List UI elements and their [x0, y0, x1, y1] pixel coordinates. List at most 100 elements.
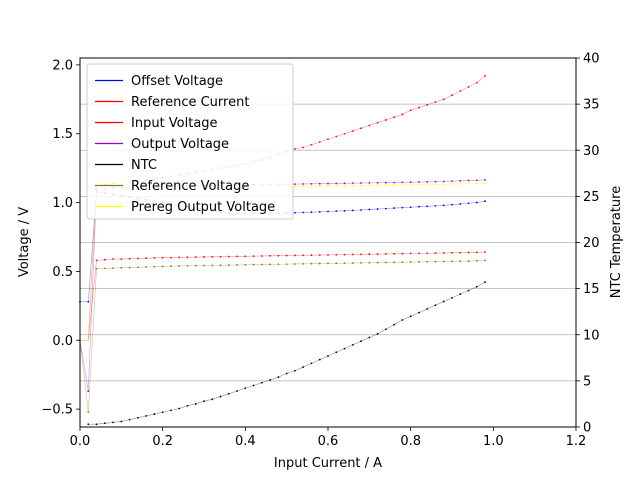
- data-point: [426, 252, 429, 255]
- y-right-tick-label: 40: [583, 52, 600, 67]
- data-point: [401, 261, 404, 264]
- data-point: [103, 422, 106, 425]
- data-point: [120, 258, 123, 260]
- data-point: [418, 252, 420, 255]
- data-point: [294, 183, 296, 186]
- data-point: [310, 254, 313, 257]
- data-point: [451, 183, 453, 185]
- data-point: [260, 381, 263, 384]
- data-point: [451, 203, 453, 206]
- data-point: [393, 184, 396, 186]
- y-axis-label-right: NTC Temperature: [609, 186, 624, 298]
- data-point: [384, 261, 387, 264]
- data-point: [343, 182, 346, 185]
- data-point: [252, 384, 255, 387]
- data-point: [475, 251, 478, 254]
- data-point: [393, 323, 396, 326]
- data-point: [376, 208, 379, 210]
- data-point: [459, 90, 462, 92]
- series-line: [79, 260, 486, 412]
- data-point: [484, 182, 486, 185]
- data-point: [384, 184, 387, 186]
- y-right-tick-label: 0: [583, 421, 591, 436]
- data-point: [434, 304, 437, 307]
- data-point: [170, 409, 172, 412]
- data-point: [310, 211, 313, 214]
- data-point: [87, 390, 90, 393]
- data-point: [376, 184, 379, 187]
- data-point: [376, 181, 379, 184]
- data-point: [244, 387, 247, 390]
- data-point: [459, 260, 462, 263]
- data-point: [161, 256, 164, 259]
- data-point: [327, 210, 329, 213]
- data-point: [153, 257, 156, 259]
- data-point: [260, 263, 263, 266]
- data-point: [409, 183, 412, 186]
- data-point: [310, 262, 313, 265]
- data-point: [368, 208, 371, 211]
- data-point: [335, 262, 338, 265]
- data-point: [302, 146, 305, 149]
- y-left-tick-label: 0.5: [52, 265, 73, 280]
- data-point: [360, 182, 362, 184]
- data-point: [318, 262, 321, 265]
- data-point: [302, 366, 305, 368]
- data-point: [327, 253, 329, 256]
- data-point: [294, 147, 296, 150]
- data-point: [467, 289, 470, 292]
- legend-box: [86, 63, 294, 220]
- data-point: [442, 252, 445, 254]
- y-axis-label-left: Voltage / V: [17, 207, 32, 277]
- data-point: [87, 423, 90, 426]
- data-point: [368, 181, 371, 184]
- data-point: [335, 210, 338, 213]
- data-point: [434, 183, 437, 186]
- data-point: [442, 180, 445, 183]
- data-point: [145, 266, 148, 268]
- data-point: [475, 201, 478, 204]
- data-point: [343, 347, 346, 350]
- data-point: [475, 259, 478, 262]
- data-point: [409, 109, 412, 112]
- data-point: [351, 262, 354, 264]
- data-point: [269, 263, 272, 266]
- data-point: [318, 185, 321, 188]
- x-tick-label: 1.2: [566, 434, 587, 449]
- data-point: [484, 178, 486, 181]
- data-point: [484, 74, 486, 77]
- data-point: [285, 263, 288, 266]
- data-point: [475, 285, 478, 288]
- data-point: [112, 421, 114, 424]
- data-point: [343, 209, 346, 212]
- data-point: [161, 411, 164, 414]
- data-point: [409, 261, 412, 263]
- data-point: [219, 264, 222, 267]
- series-line: [80, 251, 486, 341]
- data-point: [434, 204, 437, 207]
- data-point: [87, 410, 90, 413]
- data-point: [244, 255, 247, 258]
- data-point: [451, 94, 453, 97]
- y-right-tick-label: 5: [583, 374, 591, 389]
- data-point: [343, 262, 346, 265]
- legend-label: Offset Voltage: [131, 74, 223, 89]
- data-point: [294, 369, 296, 372]
- data-point: [409, 315, 412, 318]
- legend-label: Reference Voltage: [131, 179, 249, 194]
- data-point: [310, 362, 313, 365]
- data-point: [475, 182, 478, 185]
- data-point: [203, 256, 205, 258]
- data-point: [120, 266, 123, 269]
- data-point: [211, 264, 214, 267]
- data-point: [103, 267, 106, 270]
- data-point: [426, 181, 429, 183]
- data-point: [327, 185, 329, 187]
- x-tick-label: 0.0: [70, 434, 91, 449]
- data-point: [335, 185, 338, 187]
- data-point: [368, 253, 371, 256]
- data-point: [442, 204, 445, 207]
- data-point: [426, 308, 429, 310]
- data-point: [128, 266, 131, 269]
- data-point: [484, 200, 486, 203]
